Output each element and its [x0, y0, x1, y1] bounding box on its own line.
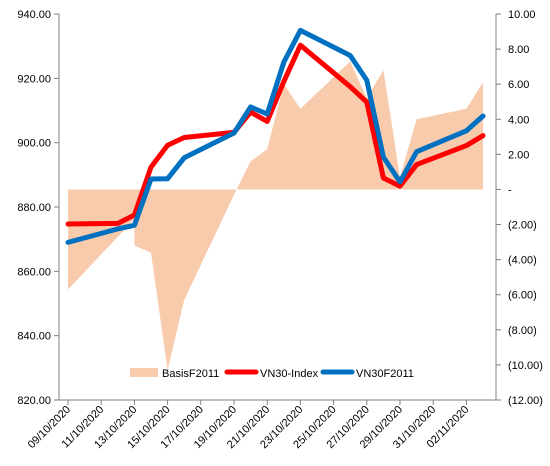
- right-axis-tick-label: (2.00): [508, 220, 537, 232]
- legend-label-basis: BasisF2011: [162, 368, 219, 380]
- right-axis-tick-label: 6.00: [508, 79, 529, 91]
- left-axis-tick-label: 940.00: [17, 9, 51, 21]
- right-axis-tick-label: 8.00: [508, 44, 529, 56]
- legend-label-vn30-index: VN30-Index: [260, 368, 319, 380]
- left-axis-tick-label: 820.00: [17, 395, 51, 407]
- line-layer: [65, 27, 486, 245]
- right-axis-tick-label: 4.00: [508, 114, 529, 126]
- right-axis-tick-label: 2.00: [508, 149, 529, 161]
- left-axis-tick-label: 920.00: [17, 73, 51, 85]
- left-axis-tick-label: 880.00: [17, 202, 51, 214]
- right-axis-tick-label: (4.00): [508, 255, 537, 267]
- right-axis-tick-label: -: [508, 184, 512, 196]
- series-vn30f2011-line: [65, 27, 486, 245]
- right-axis-tick-label: (6.00): [508, 290, 537, 302]
- legend-swatch-basis: [130, 368, 158, 377]
- series-vn30-index-line: [65, 42, 486, 227]
- left-axis-tick-label: 840.00: [17, 331, 51, 343]
- right-axis-tick-label: 10.00: [508, 9, 536, 21]
- right-axis-tick-label: (12.00): [508, 395, 543, 407]
- left-axis-tick-label: 860.00: [17, 266, 51, 278]
- legend: BasisF2011 VN30-Index VN30F2011: [130, 368, 414, 380]
- left-axis-tick-label: 900.00: [17, 138, 51, 150]
- right-axis-tick-label: (8.00): [508, 325, 537, 337]
- right-axis-tick-label: (10.00): [508, 360, 543, 372]
- legend-label-vn30f2011: VN30F2011: [356, 368, 414, 380]
